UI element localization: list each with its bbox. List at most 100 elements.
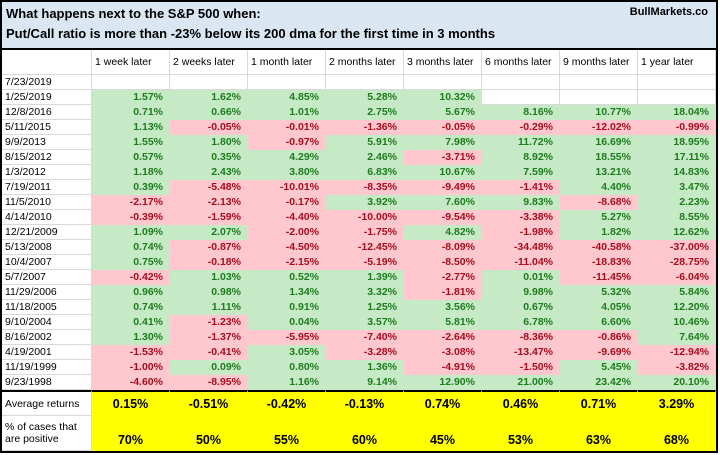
date-cell: 4/14/2010	[2, 210, 92, 225]
percent-positive-cell: 55%	[248, 416, 326, 451]
return-cell: 4.05%	[560, 300, 638, 315]
percent-positive-row: % of cases that are positive 70% 50% 55% 60%…	[2, 416, 716, 451]
return-cell: -0.42%	[92, 270, 170, 285]
corner-cell	[2, 50, 92, 75]
brand-logo: BullMarkets.co	[629, 6, 708, 18]
return-cell: -8.68%	[560, 195, 638, 210]
table-row: 11/18/2005 0.74% 1.11% 0.91% 1.25% 3.56% 0.67%…	[2, 300, 716, 315]
percent-positive-cell: 68%	[638, 416, 716, 451]
return-cell: 1.11%	[170, 300, 248, 315]
return-cell	[248, 75, 326, 90]
table-row: 9/23/1998 -4.60% -8.95% 1.16% 9.14% 12.90% 21.…	[2, 375, 716, 390]
return-cell: -9.69%	[560, 345, 638, 360]
return-cell: 0.67%	[482, 300, 560, 315]
table-row: 1/3/2012 1.18% 2.43% 3.80% 6.83% 10.67% 7.59% 1…	[2, 165, 716, 180]
date-cell: 1/25/2019	[2, 90, 92, 105]
return-cell: 16.69%	[560, 135, 638, 150]
percent-positive-label: % of cases that are positive	[2, 416, 92, 451]
return-cell: 1.03%	[170, 270, 248, 285]
date-cell: 11/29/2006	[2, 285, 92, 300]
table-row: 4/19/2001 -1.53% -0.41% 3.05% -3.28% -3.08% -1…	[2, 345, 716, 360]
return-cell: 6.60%	[560, 315, 638, 330]
return-cell: 2.23%	[638, 195, 716, 210]
column-header: 1 year later	[638, 50, 716, 75]
return-cell: -1.00%	[92, 360, 170, 375]
return-cell: 3.92%	[326, 195, 404, 210]
return-cell: 1.30%	[92, 330, 170, 345]
page-title-line1: What happens next to the S&P 500 when:	[6, 6, 261, 21]
date-cell: 11/5/2010	[2, 195, 92, 210]
return-cell: -1.37%	[170, 330, 248, 345]
return-cell: 9.98%	[482, 285, 560, 300]
return-cell: 5.32%	[560, 285, 638, 300]
return-cell: 9.83%	[482, 195, 560, 210]
return-cell: -2.00%	[248, 225, 326, 240]
date-cell: 12/8/2016	[2, 105, 92, 120]
return-cell: -0.39%	[92, 210, 170, 225]
date-cell: 7/19/2011	[2, 180, 92, 195]
table-row: 1/25/2019 1.57% 1.62% 4.85% 5.28% 10.32%	[2, 90, 716, 105]
return-cell	[482, 75, 560, 90]
return-cell: 17.11%	[638, 150, 716, 165]
return-cell: 18.04%	[638, 105, 716, 120]
return-cell: -1.53%	[92, 345, 170, 360]
return-cell: -37.00%	[638, 240, 716, 255]
table-row: 9/9/2013 1.55% 1.80% -0.97% 5.91% 7.98% 11.72%…	[2, 135, 716, 150]
return-cell: 1.16%	[248, 375, 326, 390]
return-cell: -8.35%	[326, 180, 404, 195]
column-header: 2 weeks later	[170, 50, 248, 75]
return-cell: -4.91%	[404, 360, 482, 375]
return-cell: 0.09%	[170, 360, 248, 375]
return-cell: -2.13%	[170, 195, 248, 210]
return-cell: 8.92%	[482, 150, 560, 165]
return-cell	[404, 75, 482, 90]
return-cell: -3.38%	[482, 210, 560, 225]
return-cell: 3.56%	[404, 300, 482, 315]
return-cell: 1.36%	[326, 360, 404, 375]
return-cell: 4.29%	[248, 150, 326, 165]
return-cell: -4.50%	[248, 240, 326, 255]
table-row: 5/13/2008 0.74% -0.87% -4.50% -12.45% -8.09% -…	[2, 240, 716, 255]
table-row: 7/19/2011 0.39% -5.48% -10.01% -8.35% -9.49% -…	[2, 180, 716, 195]
return-cell	[326, 75, 404, 90]
date-cell: 1/3/2012	[2, 165, 92, 180]
date-cell: 8/15/2012	[2, 150, 92, 165]
column-header: 1 month later	[248, 50, 326, 75]
return-cell	[560, 90, 638, 105]
return-cell: 12.20%	[638, 300, 716, 315]
date-cell: 4/19/2001	[2, 345, 92, 360]
return-cell: 12.62%	[638, 225, 716, 240]
return-cell: -8.36%	[482, 330, 560, 345]
date-cell: 7/23/2019	[2, 75, 92, 90]
return-cell: 7.64%	[638, 330, 716, 345]
table-row: 12/21/2009 1.09% 2.07% -2.00% -1.75% 4.82% -1.…	[2, 225, 716, 240]
column-header: 3 months later	[404, 50, 482, 75]
date-cell: 11/19/1999	[2, 360, 92, 375]
table-row: 5/11/2015 1.13% -0.05% -0.01% -1.36% -0.05% -0…	[2, 120, 716, 135]
column-header: 9 months later	[560, 50, 638, 75]
return-cell: 1.55%	[92, 135, 170, 150]
return-cell: -8.09%	[404, 240, 482, 255]
return-cell: -3.08%	[404, 345, 482, 360]
return-cell: -5.48%	[170, 180, 248, 195]
date-cell: 11/18/2005	[2, 300, 92, 315]
date-cell: 5/11/2015	[2, 120, 92, 135]
return-cell: -0.29%	[482, 120, 560, 135]
return-cell: -2.64%	[404, 330, 482, 345]
return-cell: 12.90%	[404, 375, 482, 390]
return-cell: -0.41%	[170, 345, 248, 360]
return-cell: -0.17%	[248, 195, 326, 210]
return-cell	[638, 75, 716, 90]
return-cell: -2.77%	[404, 270, 482, 285]
return-cell	[170, 75, 248, 90]
date-cell: 12/21/2009	[2, 225, 92, 240]
return-cell: -1.81%	[404, 285, 482, 300]
return-cell: 0.01%	[482, 270, 560, 285]
return-cell: 0.52%	[248, 270, 326, 285]
return-cell: 10.67%	[404, 165, 482, 180]
return-cell: 10.46%	[638, 315, 716, 330]
table-row: 11/29/2006 0.96% 0.98% 1.34% 3.32% -1.81% 9.98…	[2, 285, 716, 300]
return-cell: -0.97%	[248, 135, 326, 150]
return-cell: 2.46%	[326, 150, 404, 165]
return-cell	[92, 75, 170, 90]
